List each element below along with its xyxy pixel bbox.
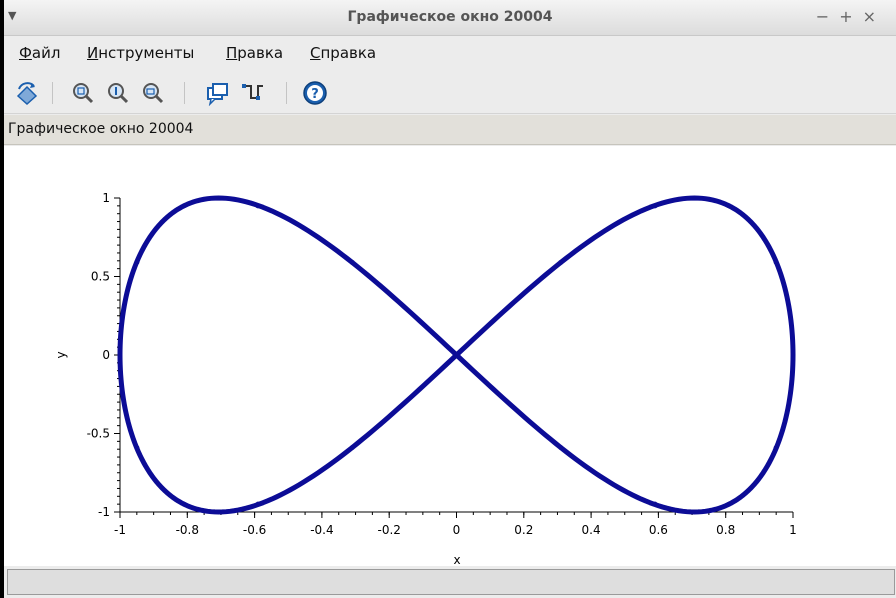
close-icon[interactable]: × — [862, 7, 886, 26]
x-tick-label: 0.6 — [649, 523, 668, 537]
datatip-icon[interactable] — [205, 80, 231, 106]
data-point — [134, 259, 140, 265]
data-point — [255, 501, 261, 507]
info-bar-text: Графическое окно 20004 — [8, 121, 194, 137]
data-point — [349, 445, 355, 451]
data-point — [558, 259, 564, 265]
zoom-area-icon[interactable] — [70, 80, 96, 106]
window-title: Графическое окно 20004 — [347, 9, 553, 25]
title-bar: ▼ Графическое окно 20004 −+× — [4, 0, 896, 36]
data-point — [558, 445, 564, 451]
y-tick-label: 0.5 — [91, 270, 110, 284]
toolbar-separator — [184, 82, 185, 104]
y-axis-label: y — [54, 351, 68, 358]
data-point — [652, 501, 658, 507]
menu-help[interactable]: Справка — [310, 44, 377, 62]
window-menu-icon[interactable]: ▼ — [8, 9, 17, 22]
status-bar — [4, 566, 896, 598]
toolbar-separator — [286, 82, 287, 104]
data-point — [454, 352, 459, 358]
x-tick-label: 0 — [453, 523, 461, 537]
toolbar: ? — [4, 72, 896, 114]
x-axis-label: x — [453, 553, 460, 566]
data-point — [255, 203, 261, 209]
data-point — [181, 501, 187, 507]
x-tick-label: 0.2 — [514, 523, 533, 537]
data-point — [773, 445, 779, 451]
menu-file[interactable]: Файл — [19, 44, 61, 62]
series-layer — [117, 195, 796, 515]
graphics-window: ▼ Графическое окно 20004 −+× Файл Инстру… — [4, 0, 896, 598]
data-point — [652, 203, 658, 209]
y-tick-label: -0.5 — [87, 427, 110, 441]
data-point — [726, 203, 732, 209]
data-point — [117, 352, 123, 358]
data-point — [726, 501, 732, 507]
menu-tools[interactable]: Инструменты — [87, 44, 195, 62]
zoom-reset-icon[interactable] — [105, 80, 131, 106]
data-point — [349, 259, 355, 265]
menu-bar: Файл Инструменты Правка Справка — [4, 36, 896, 72]
lemniscate-chart[interactable]: -1 -0.8 -0.6 -0.4 -0.2 0 0.2 0.4 0.6 0.8 1 1 0.5 0 -0.… — [4, 146, 896, 567]
x-tick-label: -0.2 — [377, 523, 400, 537]
minimize-icon[interactable]: − — [815, 7, 840, 26]
y-tick-label: 0 — [102, 348, 110, 362]
status-field — [7, 569, 895, 595]
data-point — [790, 352, 796, 358]
tick-labels: -1 -0.8 -0.6 -0.4 -0.2 0 0.2 0.4 0.6 0.8 1 1 0.5 0 -0.… — [87, 191, 797, 537]
y-tick-label: 1 — [102, 191, 110, 205]
x-tick-label: -0.8 — [176, 523, 199, 537]
y-tick-label: -1 — [98, 505, 110, 519]
x-tick-label: 0.4 — [582, 523, 601, 537]
data-point — [773, 259, 779, 265]
zoom-out-icon[interactable] — [140, 80, 166, 106]
svg-text:?: ? — [311, 87, 319, 102]
x-tick-label: 0.8 — [716, 523, 735, 537]
help-icon[interactable]: ? — [302, 80, 328, 106]
x-tick-label: -0.4 — [310, 523, 333, 537]
data-point — [181, 203, 187, 209]
plot-canvas[interactable]: -1 -0.8 -0.6 -0.4 -0.2 0 0.2 0.4 0.6 0.8 1 1 0.5 0 -0.… — [4, 146, 896, 567]
data-point — [134, 445, 140, 451]
maximize-icon[interactable]: + — [839, 7, 863, 26]
edit-curve-icon[interactable] — [240, 80, 266, 106]
x-tick-label: -1 — [114, 523, 126, 537]
x-tick-label: 1 — [789, 523, 797, 537]
toolbar-separator — [52, 82, 53, 104]
window-controls: −+× — [816, 7, 886, 26]
info-bar: Графическое окно 20004 — [4, 115, 896, 145]
menu-edit[interactable]: Правка — [226, 44, 284, 62]
rotate-icon[interactable] — [14, 80, 40, 106]
x-tick-label: -0.6 — [243, 523, 266, 537]
